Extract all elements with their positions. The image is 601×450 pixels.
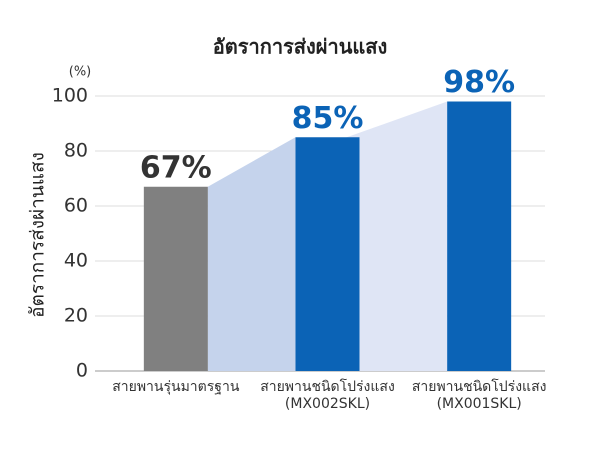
x-tick-label: สายพานชนิดโปร่งแสง (MX001SKL) (411, 379, 547, 412)
y-tick-label: 20 (64, 305, 88, 327)
x-tick-label: สายพานรุ่นมาตรฐาน (112, 379, 240, 395)
y-tick-label: 0 (76, 360, 88, 382)
bar (447, 101, 512, 371)
trend-area (207, 137, 296, 371)
value-label: 67% (140, 150, 212, 185)
bar (295, 137, 360, 371)
chart-title: อัตราการส่งผ่านแสง (213, 35, 388, 59)
x-tick-label: สายพานชนิดโปร่งแสง (MX002SKL) (260, 379, 395, 412)
y-tick-label: 100 (52, 85, 88, 107)
y-tick-label: 40 (64, 250, 88, 272)
bar (143, 186, 208, 371)
value-label: 85% (292, 101, 364, 136)
y-tick-label: 80 (64, 140, 88, 162)
y-tick-label: 60 (64, 195, 88, 217)
unit-label: (%) (69, 65, 92, 80)
value-label: 98% (443, 65, 515, 100)
y-axis-label: อัตราการส่งผ่านแสง (27, 152, 49, 318)
